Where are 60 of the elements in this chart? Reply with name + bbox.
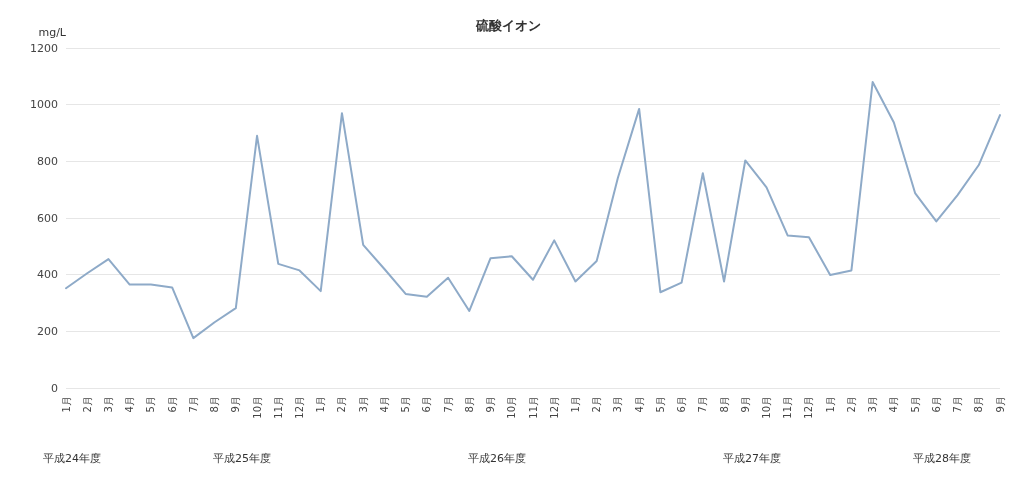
text: 平成28年度 [913, 452, 971, 465]
x-tick-label: 5月 [145, 396, 157, 413]
x-tick-label: 1月 [315, 396, 327, 413]
y-tick-label: 1200 [30, 41, 58, 55]
x-tick-label: 5月 [400, 396, 412, 413]
x-tick-label: 1月 [569, 396, 581, 413]
x-tick-label: 9月 [485, 396, 497, 413]
x-tick-label: 12月 [548, 396, 560, 419]
x-tick-label: 4月 [378, 396, 390, 413]
x-tick-label: 7月 [442, 396, 454, 413]
x-tick-label: 10月 [251, 396, 263, 419]
x-tick-label: 3月 [612, 396, 624, 413]
x-tick-label: 8月 [463, 396, 475, 413]
x-tick-label: 9月 [739, 396, 751, 413]
x-tick-label: 9月 [994, 396, 1006, 413]
x-tick-label: 1月 [60, 396, 72, 413]
text: 平成24年度 [43, 452, 101, 465]
x-tick-label: 4月 [888, 396, 900, 413]
x-tick-label: 6月 [676, 396, 688, 413]
x-tick-label: 7月 [952, 396, 964, 413]
text: 平成27年度 [723, 452, 781, 465]
x-tick-label: 3月 [102, 396, 114, 413]
x-tick-label: 4月 [124, 396, 136, 413]
x-tick-label: 6月 [166, 396, 178, 413]
x-tick-label: 8月 [718, 396, 730, 413]
y-tick-label: 600 [37, 211, 58, 225]
x-tick-label: 7月 [187, 396, 199, 413]
x-tick-label: 10月 [506, 396, 518, 419]
x-tick-label: 3月 [867, 396, 879, 413]
y-tick-label: 800 [37, 154, 58, 168]
line-series [65, 81, 1001, 340]
text: 平成25年度 [213, 452, 271, 465]
x-tick-label: 7月 [697, 396, 709, 413]
x-tick-label: 2月 [81, 396, 93, 413]
x-tick-label: 6月 [930, 396, 942, 413]
x-tick-label: 5月 [654, 396, 666, 413]
y-tick-label: 1000 [30, 98, 58, 112]
y-axis-title: mg/L [38, 26, 67, 39]
x-tick-label: 11月 [272, 396, 284, 419]
x-tick-label: 2月 [336, 396, 348, 413]
text: 平成26年度 [468, 452, 526, 465]
x-tick-label: 3月 [357, 396, 369, 413]
y-tick-label: 0 [51, 381, 58, 395]
x-tick-label: 10月 [761, 396, 772, 419]
x-tick-label: 9月 [230, 396, 242, 413]
x-tick-label: 5月 [909, 396, 921, 413]
y-tick-label: 200 [37, 324, 58, 338]
x-tick-label: 6月 [421, 396, 433, 413]
x-tick-label: 8月 [209, 396, 221, 413]
x-tick-label: 2月 [591, 396, 603, 413]
x-tick-label: 4月 [633, 396, 645, 413]
y-tick-label: 400 [37, 268, 58, 282]
chart-title: 硫酸イオン [474, 18, 541, 33]
x-tick-label: 12月 [803, 396, 815, 419]
x-tick-label: 11月 [527, 396, 539, 419]
x-tick-label: 12月 [294, 396, 305, 419]
x-tick-label: 1月 [824, 396, 836, 413]
x-tick-label: 11月 [782, 396, 794, 419]
x-tick-label: 2月 [845, 396, 857, 413]
x-tick-label: 8月 [973, 396, 985, 413]
